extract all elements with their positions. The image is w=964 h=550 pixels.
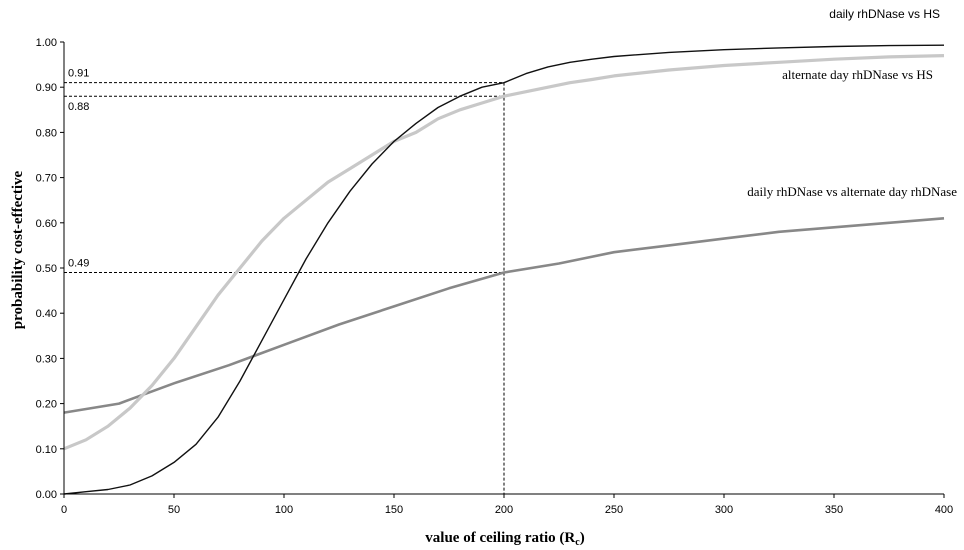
x-tick-label: 200 <box>495 504 513 516</box>
x-tick-label: 100 <box>275 504 293 516</box>
y-tick-label: 0.70 <box>36 173 57 185</box>
series-lines <box>63 44 945 495</box>
x-axis-title-main: value of ceiling ratio (R <box>425 530 575 546</box>
series-line <box>63 217 945 414</box>
series-label-daily-vs-hs: daily rhDNase vs HS <box>829 7 940 21</box>
annotation-value: 0.49 <box>68 258 89 270</box>
y-tick-label: 0.90 <box>36 82 57 94</box>
x-tick-label: 300 <box>715 504 733 516</box>
y-tick-label: 0.30 <box>36 353 57 365</box>
x-axis-ticks: 0 50 100 150 200 250 300 350 400 <box>61 494 953 516</box>
x-tick-label: 0 <box>61 504 67 516</box>
y-tick-label: 0.20 <box>36 399 57 411</box>
annotation-value: 0.91 <box>68 68 89 80</box>
x-axis-title-close: ) <box>580 530 585 546</box>
y-tick-label: 0.60 <box>36 218 57 230</box>
x-tick-label: 50 <box>168 504 180 516</box>
reference-lines <box>64 82 505 494</box>
x-axis-title-subscript: c <box>575 537 580 548</box>
x-tick-label: 350 <box>825 504 843 516</box>
y-tick-label: 0.00 <box>36 489 57 501</box>
series-line <box>63 54 945 451</box>
series-label-alternate-vs-hs: alternate day rhDNase vs HS <box>782 67 933 82</box>
x-tick-label: 150 <box>385 504 403 516</box>
y-axis-ticks: 0.00 0.10 0.20 0.30 0.40 0.50 0.60 0.70 0.80 0.90… <box>36 37 64 501</box>
series-label-daily-vs-alternate: daily rhDNase vs alternate day rhDNase <box>747 184 957 199</box>
y-tick-label: 0.10 <box>36 444 57 456</box>
annotation-labels: 0.91 0.88 0.49 <box>68 68 89 270</box>
y-tick-label: 0.40 <box>36 308 57 320</box>
y-axis-title: probability cost-effective <box>10 170 26 329</box>
series-line <box>63 44 945 495</box>
y-tick-label: 0.50 <box>36 263 57 275</box>
x-axis-title: value of ceiling ratio (Rc) <box>425 530 584 548</box>
y-tick-label: 1.00 <box>36 37 57 49</box>
y-tick-label: 0.80 <box>36 127 57 139</box>
annotation-value: 0.88 <box>68 101 89 113</box>
x-tick-label: 400 <box>935 504 953 516</box>
x-tick-label: 250 <box>605 504 623 516</box>
